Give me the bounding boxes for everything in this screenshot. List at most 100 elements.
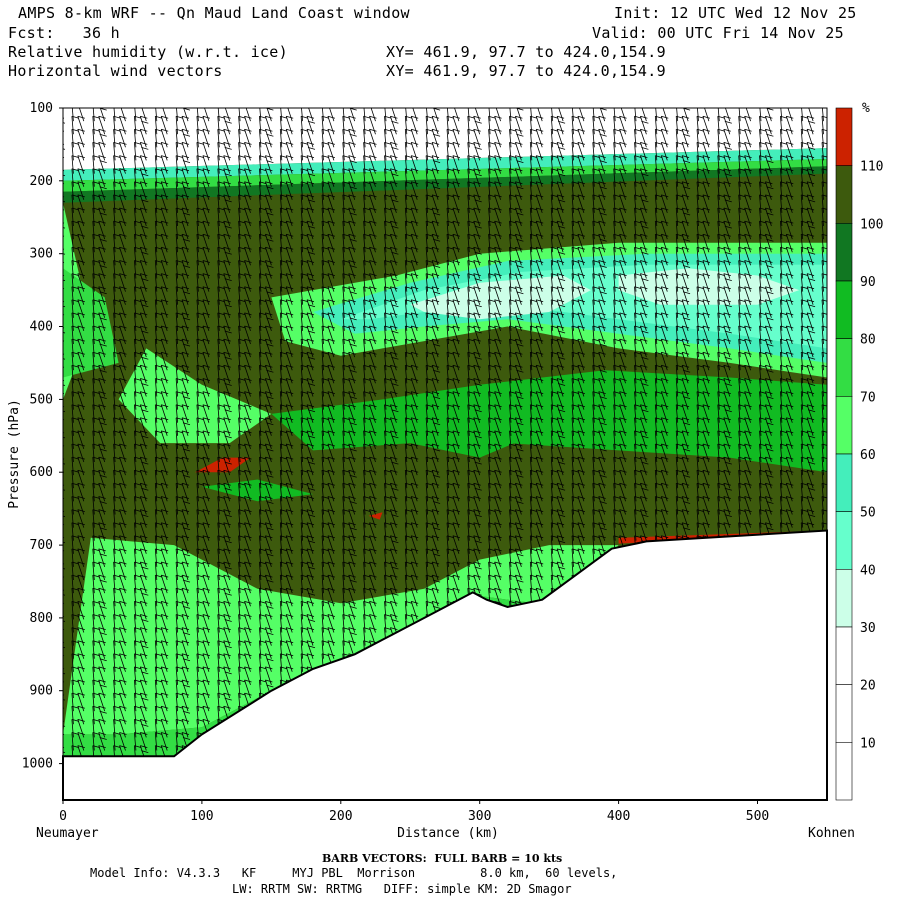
wind-barb-flag xyxy=(348,312,356,316)
wind-barb-shaft xyxy=(196,108,199,122)
wind-barb-flag xyxy=(202,299,211,303)
wind-barb-flag xyxy=(140,679,148,683)
wind-barb-shaft xyxy=(244,666,251,686)
wind-barb-flag xyxy=(259,679,267,683)
wind-barb-shaft xyxy=(306,470,314,489)
wind-barb-flag xyxy=(280,325,288,329)
wind-barb-shaft xyxy=(114,108,116,109)
wind-barb-flag xyxy=(119,364,127,368)
wind-barb-shaft xyxy=(327,535,335,554)
wind-barb-shaft xyxy=(342,207,345,227)
wind-barb-shaft xyxy=(245,108,251,122)
wind-barb-shaft xyxy=(181,220,189,240)
wind-barb-shaft xyxy=(154,732,158,751)
wind-barb-shaft xyxy=(342,443,345,463)
wind-barb-shaft xyxy=(238,155,241,174)
wind-barb-flag xyxy=(306,142,315,145)
wind-barb-shaft xyxy=(196,666,199,685)
wind-barb-flag xyxy=(259,286,267,290)
wind-barb-flag xyxy=(71,679,80,683)
wind-barb-flag xyxy=(134,299,142,303)
wind-barb-shaft xyxy=(238,666,241,685)
wind-barb-flag xyxy=(259,181,267,185)
wind-barb-flag xyxy=(224,330,232,334)
wind-barb-flag xyxy=(244,692,252,696)
wind-barb-shaft xyxy=(154,325,158,345)
wind-barb-shaft xyxy=(63,591,64,594)
wind-barb-shaft xyxy=(160,522,168,541)
wind-barb-flag xyxy=(196,653,205,657)
wind-barb-flag xyxy=(140,719,148,722)
wind-barb-shaft xyxy=(306,181,314,200)
wind-barb-flag xyxy=(223,142,231,145)
wind-barb-flag xyxy=(140,732,148,735)
wind-barb-shaft xyxy=(300,312,303,331)
wind-barb-flag xyxy=(71,535,80,539)
wind-barb-flag xyxy=(140,614,148,617)
wind-barb-flag xyxy=(113,181,121,185)
wind-barb-flag xyxy=(175,574,184,578)
wind-barb-shaft xyxy=(92,666,95,685)
wind-barb-flag xyxy=(181,522,190,526)
wind-barb-shaft xyxy=(71,404,74,423)
wind-barb-flag xyxy=(489,90,496,92)
wind-barb-shaft xyxy=(181,719,189,738)
wind-barb-shaft xyxy=(285,260,293,279)
wind-barb-flag xyxy=(300,482,309,486)
wind-barb-flag xyxy=(134,561,142,565)
wind-barb-flag xyxy=(140,404,148,408)
wind-barb-flag xyxy=(349,186,357,190)
wind-barb-flag xyxy=(92,601,100,604)
wind-barb-flag xyxy=(181,456,190,460)
wind-barb-flag xyxy=(259,273,267,276)
wind-barb-shaft xyxy=(77,535,85,554)
wind-barb-shaft xyxy=(92,693,95,712)
wind-barb-flag xyxy=(181,325,190,329)
wind-barb-shaft xyxy=(363,116,366,135)
wind-barb-flag xyxy=(71,548,80,552)
wind-barb-shaft xyxy=(279,286,283,305)
wind-barb-shaft xyxy=(196,207,199,227)
wind-barb-flag xyxy=(63,227,66,229)
wind-barb-flag xyxy=(119,522,127,526)
wind-barb-shaft xyxy=(113,548,116,567)
wind-barb-flag xyxy=(259,312,267,316)
wind-barb-shaft xyxy=(217,588,220,607)
wind-barb-flag xyxy=(321,614,330,617)
wind-barb-flag xyxy=(202,719,211,722)
wind-barb-flag xyxy=(77,509,85,512)
wind-barb-shaft xyxy=(98,155,106,174)
wind-barb-shaft xyxy=(510,108,511,109)
wind-barb-flag xyxy=(119,561,127,565)
wind-barb-shaft xyxy=(259,339,262,358)
wind-barb-flag xyxy=(223,260,231,263)
wind-barb-shaft xyxy=(71,548,74,567)
wind-barb-shaft xyxy=(98,548,106,568)
wind-barb-flag xyxy=(77,115,85,119)
wind-barb-shaft xyxy=(202,627,210,646)
wind-barb-shaft xyxy=(139,470,147,489)
wind-barb-flag xyxy=(217,587,225,591)
wind-barb-shaft xyxy=(113,378,116,397)
wind-barb-shaft xyxy=(139,273,147,292)
wind-barb-flag xyxy=(307,435,316,439)
wind-barb-shaft xyxy=(139,430,147,450)
wind-barb-flag xyxy=(224,304,232,308)
wind-barb-flag xyxy=(238,325,246,329)
wind-barb-flag xyxy=(134,312,142,316)
wind-barb-shaft xyxy=(279,561,283,581)
wind-barb-shaft xyxy=(181,299,189,318)
wind-barb-shaft xyxy=(259,273,262,292)
wind-barb-shaft xyxy=(134,535,137,554)
wind-barb-shaft xyxy=(265,181,272,200)
wind-barb-shaft xyxy=(175,194,178,213)
wind-barb-shaft xyxy=(279,522,283,541)
wind-barb-shaft xyxy=(113,207,116,227)
wind-barb-flag xyxy=(196,168,205,172)
wind-barb-flag xyxy=(363,207,371,211)
wind-barb-shaft xyxy=(300,575,303,594)
wind-barb-flag xyxy=(348,378,356,381)
wind-barb-flag xyxy=(161,666,169,670)
wind-barb-shaft xyxy=(92,483,95,502)
wind-barb-flag xyxy=(196,679,205,683)
